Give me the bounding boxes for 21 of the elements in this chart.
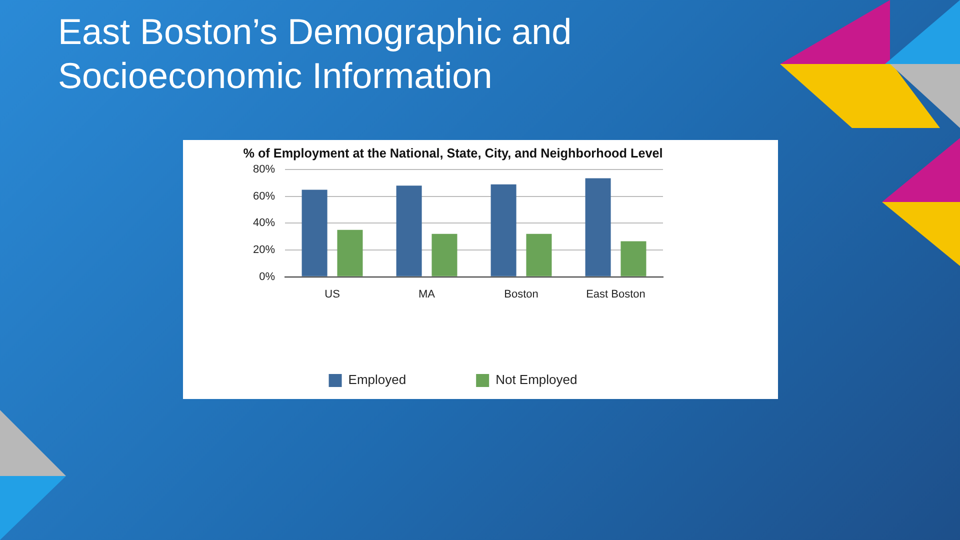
x-tick-label: East Boston: [586, 288, 646, 300]
bar: [585, 178, 611, 276]
bar: [526, 234, 552, 276]
legend-label: Employed: [348, 372, 406, 388]
bar: [396, 186, 422, 276]
y-tick-label: 80%: [252, 164, 276, 176]
x-tick-label: Boston: [504, 288, 538, 300]
y-tick-label: 20%: [252, 244, 276, 256]
legend-label: Not Employed: [496, 372, 578, 388]
y-tick-label: 0%: [259, 270, 276, 283]
chart-title: East Boston’s Demographic and Socioeconomic Information: [58, 10, 573, 98]
x-tick-label: MA: [418, 288, 436, 300]
y-tick-label: 60%: [252, 190, 276, 202]
bar: [432, 234, 458, 276]
bar: [490, 184, 516, 276]
bar: [302, 190, 328, 276]
y-tick-label: 40%: [252, 217, 276, 230]
bar: [620, 241, 646, 276]
x-tick-label: US: [324, 288, 340, 300]
chart-subtitle: % of Employment at the National, State, City, and Neighborhood Level: [243, 145, 663, 160]
bar: [337, 230, 363, 276]
